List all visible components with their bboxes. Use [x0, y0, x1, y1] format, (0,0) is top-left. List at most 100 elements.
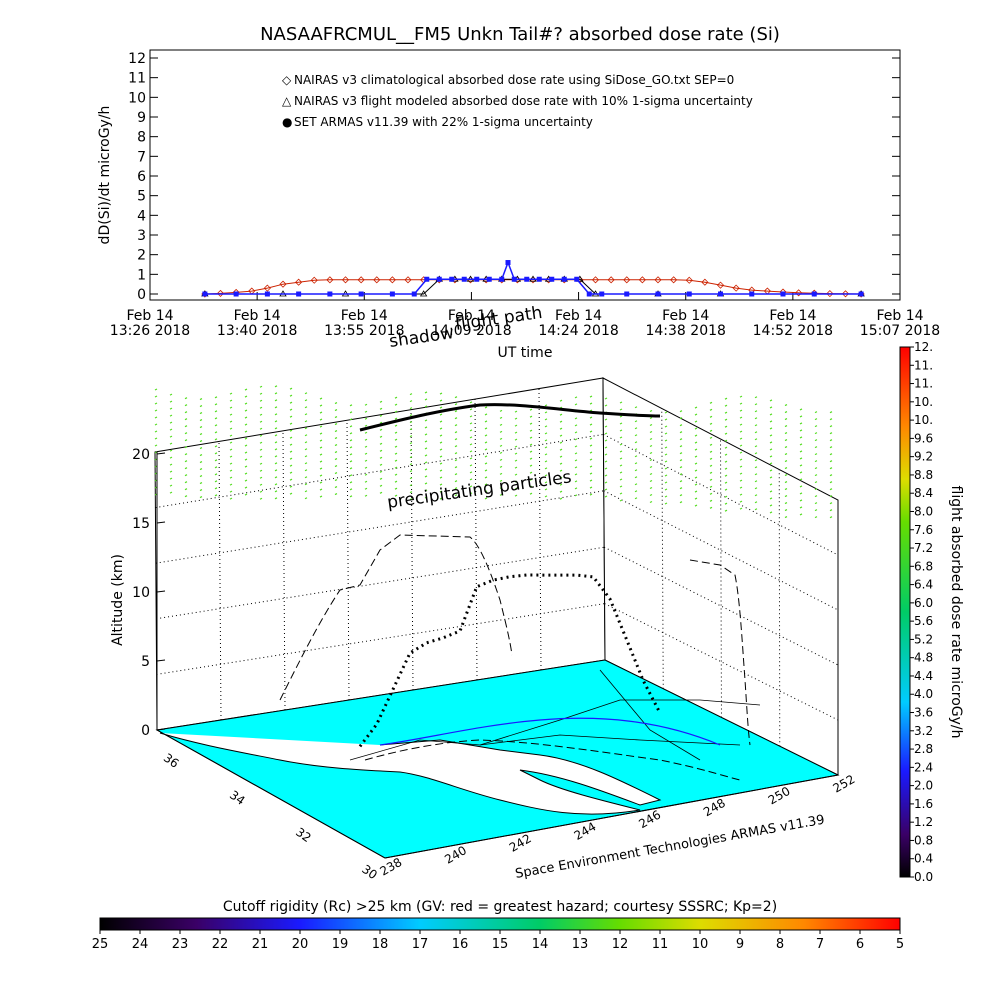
- top-ytick-label: 9: [137, 110, 146, 126]
- particle-mark: [304, 455, 308, 458]
- armas-point: [358, 291, 364, 297]
- particle-mark: [289, 464, 293, 467]
- right-cbar-tick-label: 5.2: [914, 632, 933, 646]
- particle-mark: [589, 465, 593, 468]
- particle-mark: [244, 409, 248, 412]
- right-cbar-tick-label: 4.4: [914, 669, 933, 683]
- particle-mark: [679, 466, 683, 469]
- particle-mark: [319, 397, 323, 400]
- particle-mark: [709, 450, 713, 453]
- climatological-point: [310, 276, 318, 284]
- particle-mark: [229, 427, 233, 430]
- particle-mark: [829, 439, 833, 442]
- particle-mark: [289, 394, 293, 397]
- climatological-point: [388, 276, 396, 284]
- particle-mark: [754, 417, 758, 420]
- right-cbar-tick-label: 7.2: [914, 541, 933, 555]
- particle-mark: [199, 398, 203, 401]
- particle-mark: [514, 459, 518, 462]
- particle-mark: [439, 441, 443, 444]
- wall-grid-line: [282, 430, 286, 711]
- particle-mark: [439, 490, 443, 493]
- particle-mark: [244, 472, 248, 475]
- legend-marker-1: △: [282, 94, 292, 108]
- particle-mark: [154, 388, 158, 391]
- particle-mark: [544, 432, 548, 435]
- particle-mark: [289, 401, 293, 404]
- particle-mark: [244, 423, 248, 426]
- z-tick-mark: [156, 728, 166, 731]
- particle-mark: [274, 427, 278, 430]
- particle-mark: [244, 416, 248, 419]
- particle-mark: [154, 437, 158, 440]
- particle-mark: [784, 439, 788, 442]
- particle-mark: [184, 481, 188, 484]
- particle-mark: [349, 411, 353, 414]
- climatological-point: [670, 276, 678, 284]
- top-ytick-label: 4: [137, 208, 146, 224]
- armas-point: [586, 291, 592, 297]
- particle-mark: [364, 403, 368, 406]
- particle-mark: [694, 462, 698, 465]
- right-cbar-tick-label: 10.: [914, 395, 933, 409]
- particle-mark: [364, 410, 368, 413]
- armas-point: [811, 291, 817, 297]
- particle-mark: [304, 497, 308, 500]
- bottom-cbar-tick-label: 21: [252, 937, 269, 952]
- particle-mark: [259, 427, 263, 430]
- particle-mark: [634, 483, 638, 486]
- particle-mark: [424, 440, 428, 443]
- z-tick-mark: [156, 659, 166, 662]
- particle-mark: [514, 417, 518, 420]
- particle-mark: [784, 495, 788, 498]
- particle-mark: [769, 490, 773, 493]
- particle-mark: [184, 425, 188, 428]
- particle-mark: [829, 453, 833, 456]
- legend-text-1: NAIRAS v3 flight modeled absorbed dose r…: [294, 94, 753, 108]
- particle-mark: [349, 467, 353, 470]
- particle-mark: [364, 452, 368, 455]
- particle-mark: [244, 493, 248, 496]
- armas-point: [202, 291, 208, 297]
- particle-mark: [589, 451, 593, 454]
- armas-point: [749, 291, 755, 297]
- armas-point: [264, 291, 270, 297]
- particle-mark: [634, 469, 638, 472]
- particle-mark: [619, 450, 623, 453]
- particle-mark: [439, 455, 443, 458]
- bottom-cbar-tick-label: 14: [532, 937, 549, 952]
- particle-mark: [184, 397, 188, 400]
- particle-mark: [274, 490, 278, 493]
- particle-mark: [229, 455, 233, 458]
- particle-mark: [724, 439, 728, 442]
- particle-mark: [289, 492, 293, 495]
- particle-mark: [799, 492, 803, 495]
- particle-mark: [409, 484, 413, 487]
- particle-mark: [484, 427, 488, 430]
- particle-mark: [334, 423, 338, 426]
- map-border-3: [599, 669, 701, 761]
- particle-mark: [259, 420, 263, 423]
- particle-mark: [829, 474, 833, 477]
- climatological-point: [841, 290, 850, 298]
- particle-mark: [514, 466, 518, 469]
- particle-mark: [574, 494, 578, 497]
- particle-mark: [784, 425, 788, 428]
- particle-mark: [514, 452, 518, 455]
- particle-mark: [754, 494, 758, 497]
- climatological-point: [404, 276, 412, 284]
- right-cbar-tick-label: 8.8: [914, 468, 933, 482]
- particle-mark: [769, 455, 773, 458]
- top-x-axis-label: UT time: [498, 345, 553, 361]
- armas-point: [486, 276, 492, 282]
- particle-mark: [289, 478, 293, 481]
- particle-mark: [379, 414, 383, 417]
- particle-mark: [169, 400, 173, 403]
- top-ytick-label: 10: [128, 90, 146, 106]
- particle-mark: [499, 409, 503, 412]
- particle-mark: [814, 481, 818, 484]
- lon-tick-label: 238: [378, 855, 405, 879]
- armas-point: [549, 276, 555, 282]
- particle-mark: [694, 406, 698, 409]
- particle-mark: [454, 473, 458, 476]
